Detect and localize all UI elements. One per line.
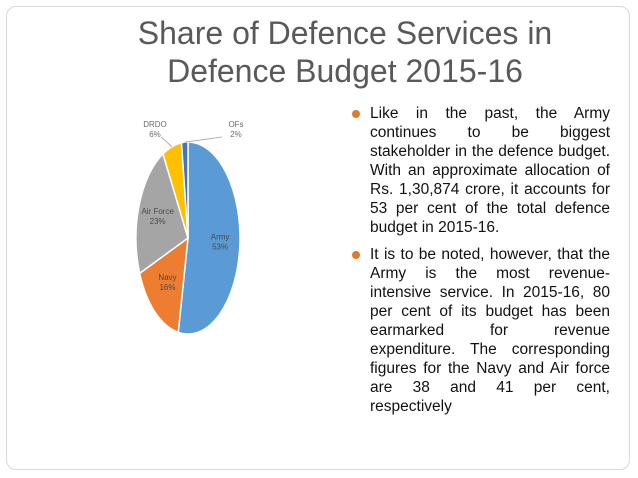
leader-line [184,136,223,143]
bullet-item: It is to be noted, however, that the Arm… [350,245,610,416]
slide-frame [6,6,630,470]
pie-slice-navy [138,236,189,334]
slice-label: Navy [158,273,176,282]
pie-slice-army [177,141,241,335]
slice-value-label: 23% [150,217,166,226]
bullet-text: Like in the past, the Army continues to … [370,105,610,236]
bullet-list: Like in the past, the Army continues to … [350,104,610,424]
slice-label: DRDO [143,120,167,129]
slide-title: Share of Defence Services in Defence Bud… [137,15,553,89]
slice-value-label: 6% [149,130,161,139]
slice-label: OFs [228,120,243,129]
slice-value-label: 2% [230,130,242,139]
bullet-dot-icon [352,110,360,118]
slice-value-label: 16% [159,283,175,292]
slice-value-label: 53% [212,243,228,252]
slice-label: Air Force [141,207,174,216]
bullet-text: It is to be noted, however, that the Arm… [370,246,610,415]
slice-label: Army [211,233,230,242]
bullet-item: Like in the past, the Army continues to … [350,104,610,237]
pie-slice-air-force [135,152,189,275]
leader-line [160,136,173,147]
bullet-dot-icon [352,251,360,259]
